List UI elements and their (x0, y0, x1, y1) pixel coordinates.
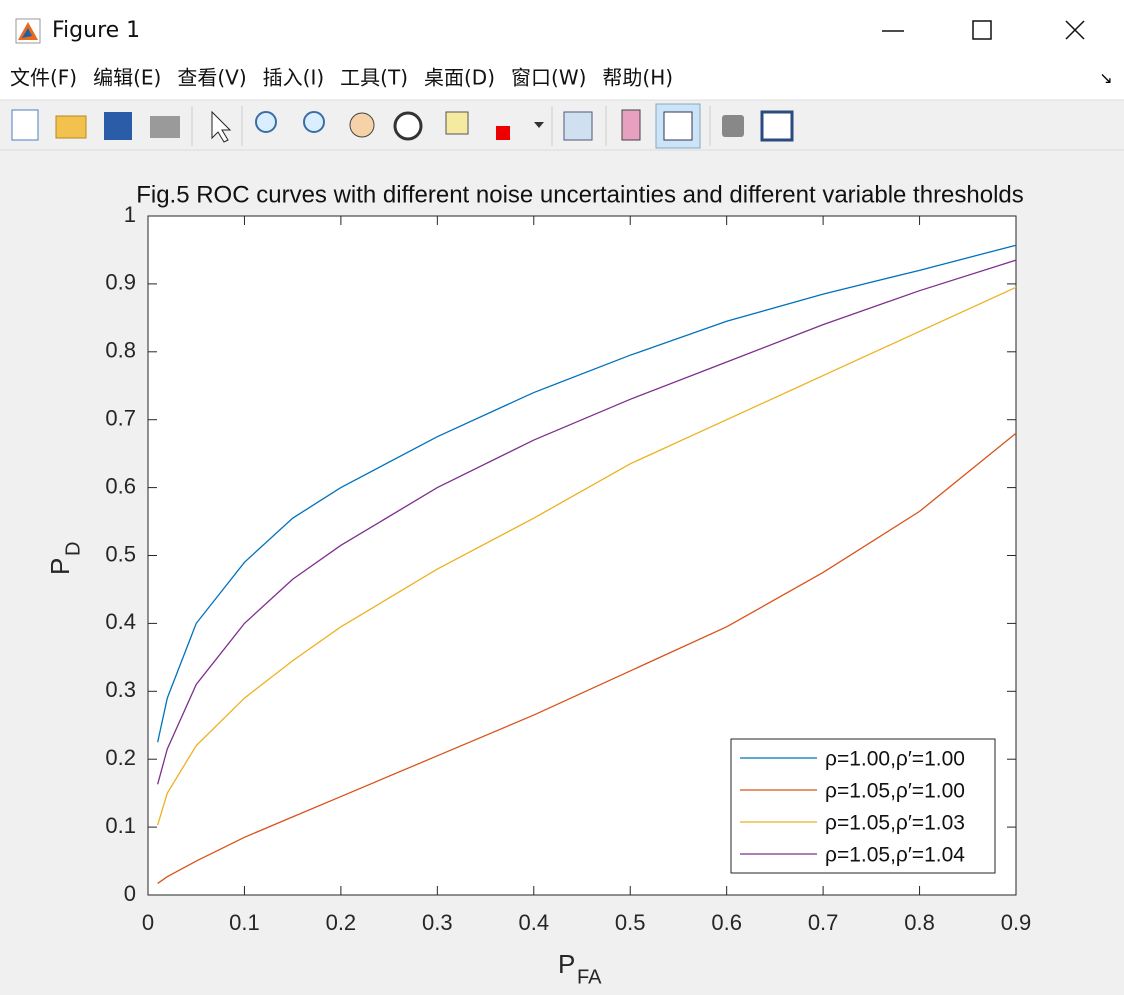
x-tick-label: 0.4 (518, 910, 549, 935)
y-tick-label: 0.4 (105, 609, 136, 634)
menu-item[interactable]: 插入(I) (263, 66, 325, 90)
legend: ρ=1.00,ρ′=1.00 ρ=1.05,ρ′=1.00 ρ=1.05,ρ′=1.… (730, 738, 996, 874)
x-tick-label: 0.1 (229, 910, 260, 935)
menu-item[interactable]: 窗口(W) (511, 66, 586, 90)
series-line (157, 259, 1017, 785)
y-tick-label: 0.7 (105, 406, 136, 431)
x-tick-label: 0.9 (1001, 910, 1032, 935)
print-icon[interactable] (150, 116, 180, 138)
chart-title: Fig.5 ROC curves with different noise un… (136, 181, 1024, 208)
close-button[interactable] (1065, 20, 1085, 40)
legend-label: ρ=1.05,ρ′=1.04 (825, 844, 965, 867)
link-icon[interactable] (563, 111, 593, 141)
legend-icon[interactable] (663, 111, 693, 141)
datatip-icon[interactable] (445, 111, 469, 135)
rotate-icon[interactable] (393, 111, 423, 141)
legend-label: ρ=1.00,ρ′=1.00 (825, 748, 965, 771)
menu-item[interactable]: 桌面(D) (424, 66, 495, 90)
legend-label: ρ=1.05,ρ′=1.03 (825, 812, 965, 835)
legend-label: ρ=1.05,ρ′=1.00 (825, 780, 965, 803)
series-line (157, 286, 1017, 826)
maximize-button[interactable] (972, 20, 992, 40)
menu-item[interactable]: 文件(F) (10, 66, 77, 90)
y-tick-label: 0.3 (105, 677, 136, 702)
pointer-icon[interactable] (211, 110, 232, 143)
pan-icon[interactable] (349, 112, 375, 138)
menu-item[interactable]: 帮助(H) (602, 66, 673, 90)
axes-box (147, 215, 1017, 896)
x-tick-label: 0.5 (615, 910, 646, 935)
zoom-in-icon[interactable] (255, 111, 277, 133)
menu: 文件(F) 编辑(E) 查看(V) 插入(I) 工具(T) 桌面(D) 窗口(W) 帮助(H) (10, 66, 673, 90)
toolbar (11, 103, 794, 149)
y-tick-label: 1 (124, 202, 136, 227)
y-tick-label: 0.8 (105, 338, 136, 363)
dock-icon[interactable] (760, 110, 794, 142)
menu-item[interactable]: 工具(T) (340, 66, 408, 90)
x-axis-label-subscript: FA (577, 966, 602, 988)
colorbar-icon[interactable] (621, 109, 641, 141)
menu-item[interactable]: 查看(V) (177, 66, 246, 90)
y-tick-label: 0.5 (105, 541, 136, 566)
y-axis-label-group: P D (45, 542, 84, 575)
new-icon[interactable] (11, 109, 39, 141)
open-icon[interactable] (55, 115, 87, 139)
x-tick-label: 0.3 (422, 910, 453, 935)
y-tick-label: 0.9 (105, 270, 136, 295)
zoom-out-icon[interactable] (303, 111, 325, 133)
y-tick-label: 0 (124, 881, 136, 906)
save-icon[interactable] (104, 112, 132, 140)
app-icon (15, 18, 41, 44)
x-tick-label: 0 (142, 910, 154, 935)
y-tick-label: 0.1 (105, 813, 136, 838)
y-tick-label: 0.2 (105, 745, 136, 770)
menu-item[interactable]: 编辑(E) (93, 66, 161, 90)
series-line (157, 244, 1017, 743)
legend-box (730, 738, 996, 874)
menu-bar (0, 58, 1124, 100)
title-bar (0, 0, 1124, 58)
x-tick-label: 0.8 (904, 910, 935, 935)
x-tick-label: 0.7 (808, 910, 839, 935)
y-axis-label: P (45, 558, 75, 575)
x-tick-label: 0.6 (711, 910, 742, 935)
brush-icon[interactable] (496, 126, 510, 140)
series-line (157, 432, 1017, 884)
y-axis-label-subscript: D (62, 542, 84, 556)
menu-arrow[interactable]: ↘ (1099, 69, 1112, 88)
x-axis-label: P (558, 949, 575, 979)
y-tick-label: 0.6 (105, 473, 136, 498)
x-tick-label: 0.2 (326, 910, 357, 935)
window-title: Figure 1 (52, 18, 140, 43)
hide-icon[interactable] (722, 115, 744, 137)
dropdown[interactable] (534, 122, 544, 128)
